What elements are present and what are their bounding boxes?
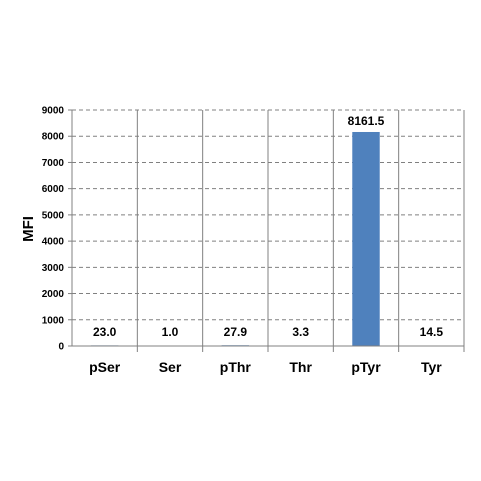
data-label-pTyr: 8161.5 [348,114,385,128]
y-tick-label: 8000 [42,132,65,143]
data-label-Ser: 1.0 [162,325,179,339]
y-tick-label: 2000 [42,289,65,300]
y-tick-label: 0 [58,342,64,353]
data-label-Tyr: 14.5 [420,325,444,339]
labels: 0 1000 2000 3000 4000 5000 6000 7000 8000 9000 23.… [42,106,444,376]
data-label-pThr: 27.9 [224,325,248,339]
gridlines [71,109,465,352]
bar-pTyr [352,131,380,346]
y-tick-label: 7000 [42,158,65,169]
data-label-Thr: 3.3 [292,325,309,339]
y-tick-label: 3000 [42,263,65,274]
x-tick-label-pTyr: pTyr [351,359,381,375]
x-tick-label-Tyr: Tyr [421,359,442,375]
x-tick-label-pThr: pThr [220,359,252,375]
x-tick-label-Thr: Thr [289,359,312,375]
y-axis-title: MFI [20,216,37,242]
x-tick-label-Ser: Ser [159,359,182,375]
y-tick-label: 1000 [42,315,65,326]
data-label-pSer: 23.0 [93,325,117,339]
x-tick-label-pSer: pSer [89,359,121,375]
y-tick-label: 4000 [42,237,65,248]
y-tick-label: 6000 [42,184,65,195]
y-tick-label: 5000 [42,210,65,221]
axes [68,109,464,347]
y-tick-label: 9000 [42,106,65,117]
